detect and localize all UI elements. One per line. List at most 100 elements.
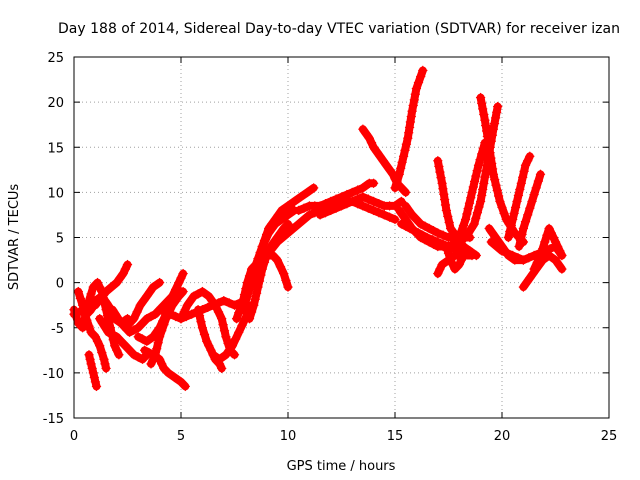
data-point [283,282,293,292]
data-point [514,241,524,252]
y-tick-label: 20 [47,96,64,111]
data-point [163,368,173,378]
data-point [342,189,352,200]
data-point [154,332,165,342]
series-arc-08 [120,277,165,333]
y-tick-label: 15 [47,141,64,156]
series-arc-03 [84,350,102,392]
data-point [240,298,250,308]
data-point [510,202,521,213]
series-arc-20 [257,183,319,252]
data-point [515,184,525,195]
data-point [272,255,282,265]
data-point [124,318,135,328]
data-point [368,142,379,152]
y-tick-label: 0 [56,277,64,292]
data-point [347,196,357,207]
data-point [101,363,111,374]
data-point [90,377,101,387]
data-point [397,210,408,220]
data-point [390,201,400,211]
data-point [531,183,541,193]
data-point [400,145,410,155]
data-point [481,120,491,131]
data-point [272,237,282,247]
data-point [463,203,473,214]
data-point [519,166,529,176]
data-point [124,345,135,355]
data-point [488,169,499,179]
data-point [197,286,208,297]
data-point [249,265,260,276]
data-point [468,182,478,192]
data-point [535,250,546,261]
data-point [122,259,133,270]
data-point [294,219,304,229]
data-point [493,101,503,112]
data-point [159,363,169,374]
data-point [204,291,214,301]
data-point [521,277,532,288]
data-point [472,166,482,176]
data-point [443,211,453,222]
data-point [404,122,415,133]
data-point [435,167,445,177]
data-point [267,219,277,229]
data-point [244,314,255,324]
data-point [169,372,180,383]
series-arc-13 [176,286,240,360]
data-point [154,277,165,288]
data-point [242,291,252,301]
y-tick-label: -10 [43,367,64,382]
data-point [270,214,280,225]
data-point [90,332,101,342]
data-point [525,151,535,161]
x-tick-label: 15 [387,429,404,444]
data-point [185,296,196,306]
data-point [491,241,502,252]
data-point [103,300,113,310]
data-point [137,318,148,328]
data-point [250,294,260,304]
data-point [437,178,447,188]
data-point [439,189,449,199]
data-point [176,273,186,283]
data-point [154,305,165,315]
data-point [87,363,97,374]
x-tick-label: 0 [70,429,78,444]
data-point [390,183,400,193]
data-point [89,372,99,383]
data-point [165,309,175,319]
data-point [433,268,443,279]
data-point [196,317,206,327]
x-tick-label: 25 [601,429,618,444]
data-point [557,264,567,274]
data-point [88,368,98,378]
data-point [342,199,352,209]
data-point [326,196,336,207]
data-point [207,296,217,306]
data-point [441,241,452,252]
data-point [167,300,178,310]
data-point [433,228,443,238]
data-point [82,315,92,325]
data-point [176,377,186,387]
data-point [401,201,411,211]
data-point [482,131,493,142]
data-point [368,205,379,216]
data-point [460,214,471,225]
series-arc-10 [139,345,190,392]
data-point [114,350,124,360]
data-point [480,172,490,182]
data-point [112,345,122,355]
data-point [86,327,96,337]
data-point [275,262,286,272]
data-point [467,187,477,198]
data-point [525,273,535,283]
data-point [416,71,426,82]
data-point [404,205,414,216]
data-point [384,212,395,222]
data-point [176,314,186,324]
data-point [462,209,472,219]
data-point [532,257,542,267]
